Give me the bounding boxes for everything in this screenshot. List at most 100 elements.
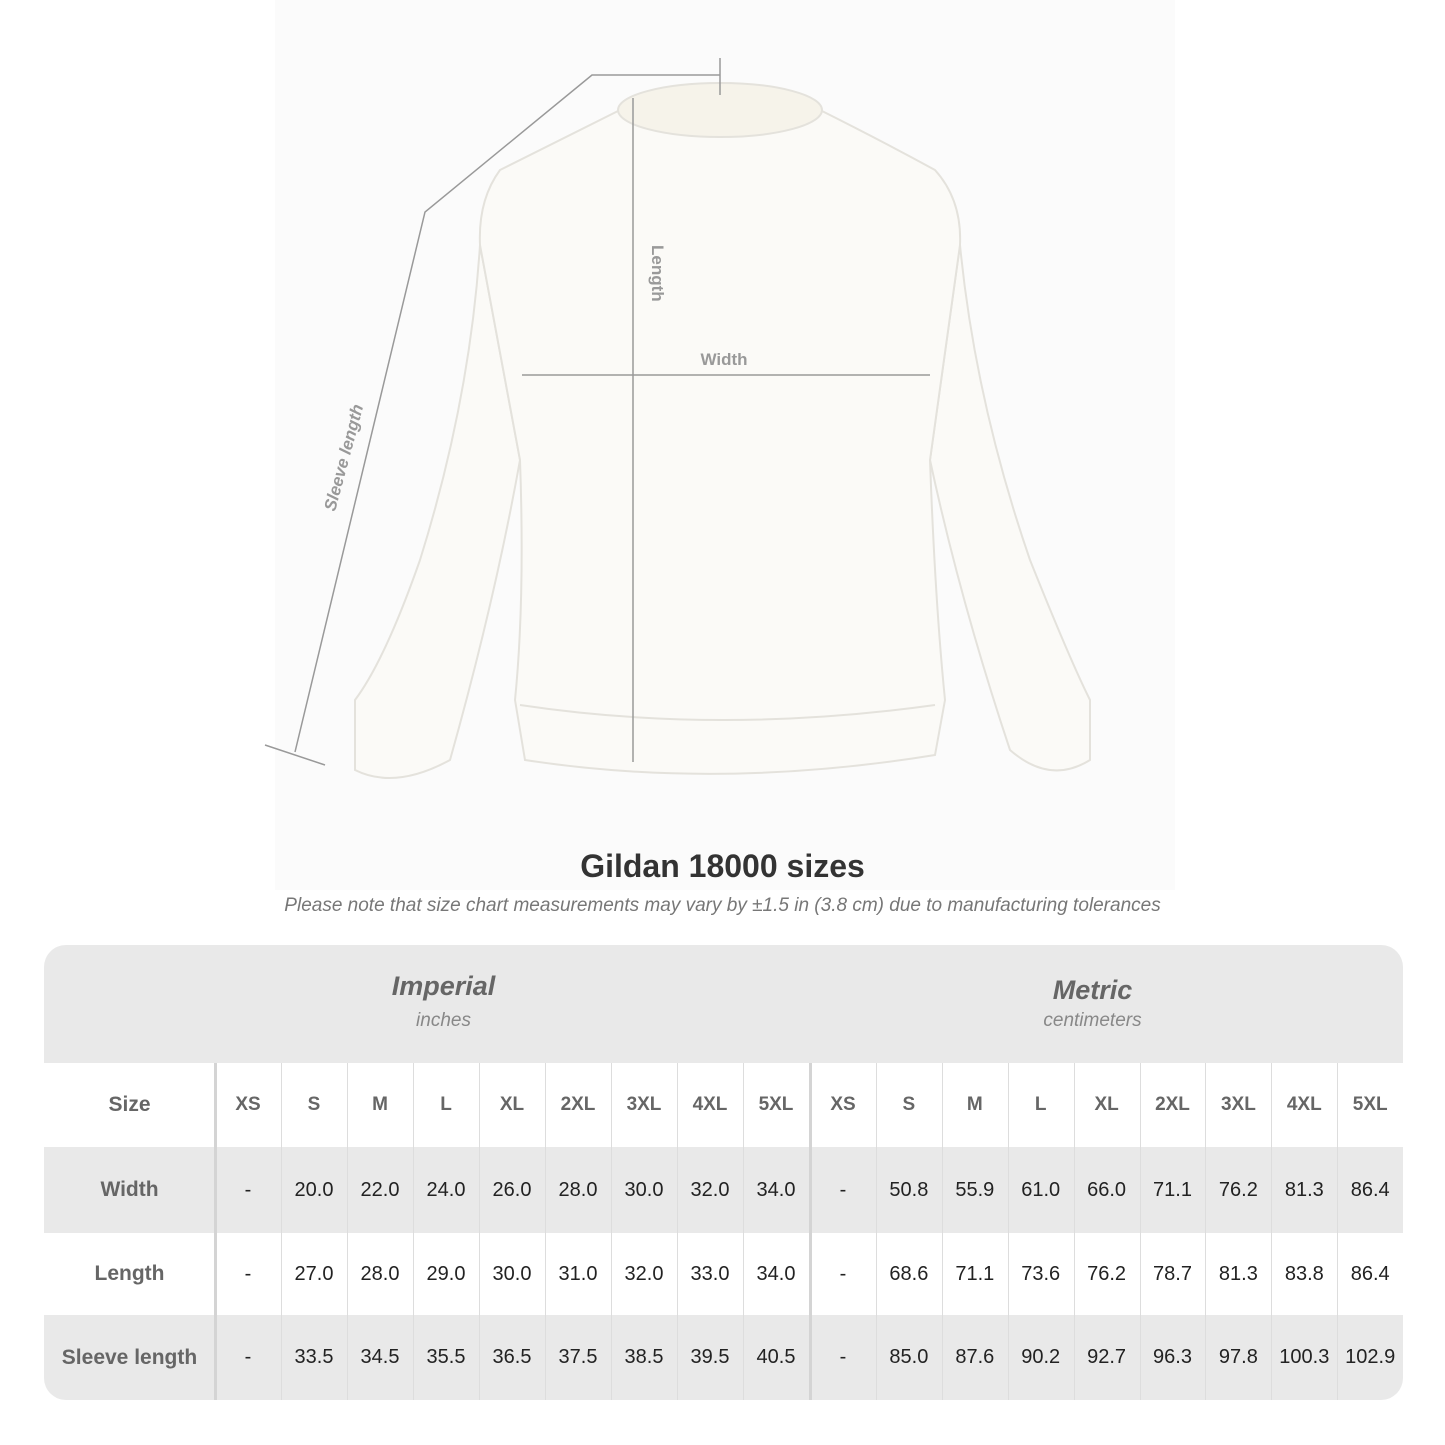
table-cell: 55.9 <box>955 1178 995 1201</box>
row-label: Width <box>100 1178 159 1201</box>
column-divider <box>347 1063 348 1400</box>
metric-header: Metric centimeters <box>864 945 1321 1063</box>
size-column-header: XL <box>499 1094 525 1115</box>
table-cell: 73.6 <box>1021 1262 1061 1285</box>
table-cell: 36.5 <box>492 1346 532 1368</box>
size-column-header: M <box>966 1094 983 1115</box>
column-divider <box>1205 1063 1207 1400</box>
table-cell: 35.5 <box>426 1346 466 1368</box>
table-cell: 33.0 <box>690 1262 730 1285</box>
measure-lines <box>264 58 930 766</box>
header-band <box>44 945 1403 1063</box>
column-divider <box>214 1063 217 1400</box>
column-divider <box>743 1063 744 1400</box>
table-cell: 68.6 <box>889 1262 929 1285</box>
table-cell: 81.3 <box>1218 1262 1258 1285</box>
metric-title: Metric <box>1052 975 1133 1005</box>
size-column-header: M <box>372 1094 388 1115</box>
table-cell: 34.0 <box>756 1262 796 1285</box>
length-label: Length <box>648 245 667 302</box>
table-cell: 26.0 <box>492 1178 532 1201</box>
column-divider <box>677 1063 678 1400</box>
table-cell: 92.7 <box>1087 1346 1127 1368</box>
size-table: Imperial inches Metric centimeters Size … <box>44 945 1403 1400</box>
table-cell: 50.8 <box>889 1178 929 1201</box>
size-column-header: 5XL <box>758 1094 794 1115</box>
table-cell: 22.0 <box>360 1178 400 1201</box>
size-header: Size <box>108 1093 151 1116</box>
metric-unit: centimeters <box>1043 1010 1142 1031</box>
table-cell: 34.0 <box>756 1178 796 1201</box>
size-column-header: L <box>440 1094 452 1115</box>
table-cell: 90.2 <box>1021 1346 1061 1368</box>
column-divider <box>1337 1063 1339 1400</box>
size-column-header: 3XL <box>1220 1094 1256 1115</box>
column-divider <box>1271 1063 1273 1400</box>
column-divider <box>479 1063 480 1400</box>
table-cell: 83.8 <box>1284 1262 1324 1285</box>
size-column-header: 5XL <box>1352 1094 1388 1115</box>
row-label: Length <box>94 1262 165 1285</box>
table-cell: - <box>244 1346 252 1368</box>
table-cell: 102.9 <box>1345 1346 1396 1368</box>
table-cell: 81.3 <box>1284 1178 1324 1201</box>
imperial-header: Imperial inches <box>215 945 672 1063</box>
table-cell: 33.5 <box>294 1346 334 1368</box>
table-cell: - <box>839 1346 847 1368</box>
width-label: Width <box>700 350 747 369</box>
size-column-header: XL <box>1094 1094 1119 1115</box>
size-column-header: 2XL <box>1155 1094 1190 1115</box>
row-band <box>44 1147 1403 1233</box>
table-cell: - <box>244 1178 252 1201</box>
column-divider <box>809 1063 812 1400</box>
sleeve-line <box>294 74 720 753</box>
table-cell: 20.0 <box>294 1178 334 1201</box>
table-cell: 30.0 <box>624 1178 664 1201</box>
row-label: Sleeve length <box>61 1345 198 1369</box>
page-title: Gildan 18000 sizes <box>580 848 865 884</box>
table-cell: 87.6 <box>955 1346 995 1368</box>
table-cell: 86.4 <box>1350 1178 1390 1201</box>
column-divider <box>611 1063 612 1400</box>
table-cell: 32.0 <box>624 1262 664 1285</box>
table-cell: 38.5 <box>624 1346 664 1368</box>
table-cell: 85.0 <box>889 1346 929 1368</box>
table-cell: 86.4 <box>1350 1262 1390 1285</box>
size-column-header: 4XL <box>1286 1094 1322 1115</box>
table-cell: 76.2 <box>1218 1178 1258 1201</box>
sweatshirt-illustration: Length Width Sleeve length <box>264 58 1091 779</box>
table-cell: 34.5 <box>360 1346 400 1368</box>
table-cell: - <box>839 1178 847 1201</box>
table-cell: 61.0 <box>1021 1178 1061 1201</box>
table-cell: 39.5 <box>690 1346 730 1368</box>
table-cell: 28.0 <box>360 1262 400 1285</box>
column-divider <box>413 1063 414 1400</box>
imperial-unit: inches <box>416 1010 471 1031</box>
table-cell: 29.0 <box>426 1262 466 1285</box>
size-column-header: 3XL <box>626 1094 662 1115</box>
size-column-header: XS <box>235 1094 261 1115</box>
table-cell: 28.0 <box>558 1178 598 1201</box>
table-cell: 31.0 <box>558 1262 598 1285</box>
size-column-header: 4XL <box>692 1094 728 1115</box>
table-cell: 40.5 <box>756 1346 796 1368</box>
row-band <box>44 1315 1403 1400</box>
column-divider <box>1073 1063 1075 1400</box>
size-column-header: XS <box>830 1094 856 1115</box>
column-divider <box>1139 1063 1141 1400</box>
table-cell: 78.7 <box>1153 1262 1192 1285</box>
column-divider <box>1007 1063 1009 1400</box>
size-column-header: S <box>902 1094 916 1115</box>
column-divider <box>545 1063 546 1400</box>
table-cell: - <box>839 1262 847 1285</box>
size-column-header: L <box>1034 1094 1047 1115</box>
table-cell: 30.0 <box>492 1262 532 1285</box>
imperial-title: Imperial <box>391 971 496 1001</box>
table-cell: 97.8 <box>1218 1346 1258 1368</box>
table-cell: 66.0 <box>1087 1178 1127 1201</box>
size-column-header: S <box>307 1094 321 1115</box>
column-divider <box>941 1063 943 1400</box>
table-cell: 76.2 <box>1087 1262 1127 1285</box>
table-cell: 32.0 <box>690 1178 730 1201</box>
table-cell: 96.3 <box>1153 1346 1192 1368</box>
